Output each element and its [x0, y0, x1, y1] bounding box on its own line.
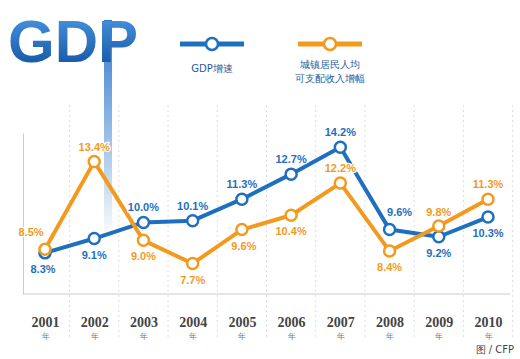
- x-tick: 2005年: [228, 294, 256, 341]
- data-label: 10.4%: [276, 225, 307, 237]
- legend-label: GDP增速: [191, 63, 232, 74]
- data-label: 11.3%: [227, 178, 258, 190]
- legend-label: 城镇居民人均可支配收入增幅: [295, 59, 365, 84]
- x-tick-label: 2004年: [179, 315, 207, 341]
- legend: GDP增速 城镇居民人均可支配收入增幅: [180, 38, 365, 84]
- data-labels: 8.3% 9.1% 10.0% 10.1% 11.3% 12.7% 14.2% 9.6% 9.2…: [18, 126, 503, 285]
- column-separator: [512, 105, 513, 340]
- data-label: 7.7%: [180, 274, 205, 286]
- data-label: 10.3%: [472, 227, 503, 239]
- data-label: 9.0%: [131, 250, 156, 262]
- point-marker: [384, 246, 395, 257]
- plot-area: [40, 142, 494, 269]
- point-marker: [236, 224, 247, 235]
- column-separator: [364, 105, 365, 340]
- point-marker: [335, 178, 346, 189]
- title: GDP: [8, 8, 138, 75]
- x-tick-label: 2010年: [475, 315, 503, 341]
- point-marker: [40, 244, 51, 255]
- data-label: 9.1%: [82, 249, 107, 261]
- x-tick: 2007年: [327, 294, 355, 341]
- x-tick-label: 2002年: [81, 315, 109, 341]
- data-label: 10.0%: [128, 201, 159, 213]
- point-marker: [236, 194, 247, 205]
- x-tick: 2008年: [376, 294, 404, 341]
- data-label: 10.1%: [177, 200, 208, 212]
- data-label: 9.6%: [387, 206, 412, 218]
- point-marker: [187, 258, 198, 269]
- annotation: 图 / CFP: [476, 344, 515, 355]
- legend-marker: [324, 38, 336, 50]
- x-tick-label: 2006年: [278, 315, 306, 341]
- column-separator: [463, 105, 464, 340]
- point-marker: [384, 224, 395, 235]
- data-label: 12.2%: [325, 162, 356, 174]
- point-marker: [187, 215, 198, 226]
- x-tick-label: 2009年: [425, 315, 453, 341]
- x-tick-label: 2003年: [130, 315, 158, 341]
- data-label: 14.2%: [325, 126, 356, 138]
- point-marker: [483, 212, 494, 223]
- data-label: 8.5%: [18, 226, 43, 238]
- point-marker: [483, 194, 494, 205]
- legend-item: 城镇居民人均可支配收入增幅: [295, 38, 365, 84]
- x-tick: 2010年: [475, 294, 503, 341]
- point-marker: [286, 169, 297, 180]
- data-label: 9.8%: [426, 206, 451, 218]
- column-separator: [69, 105, 70, 340]
- x-tick: 2001年: [32, 294, 60, 341]
- y-axis-line: [23, 134, 24, 295]
- y-axis: [23, 134, 24, 295]
- column-separator: [118, 105, 119, 340]
- x-tick: 2004年: [179, 294, 207, 341]
- point-marker: [433, 221, 444, 232]
- data-label: 11.3%: [473, 178, 504, 190]
- point-marker: [138, 235, 149, 246]
- chart: GDP2001年2002年2003年2004年2005年2006年2007年20…: [0, 0, 520, 359]
- x-axis: 2001年 2002年 2003年 2004年 2005年 2006年 2007年 2008年…: [23, 294, 510, 341]
- data-label: 13.4%: [79, 141, 110, 153]
- x-tick-label: 2007年: [327, 315, 355, 341]
- x-tick-label: 2001年: [32, 315, 60, 341]
- point-marker: [89, 233, 100, 244]
- column-separator: [414, 105, 415, 340]
- data-label: 9.6%: [231, 240, 256, 252]
- data-label: 8.3%: [30, 263, 55, 275]
- point-marker: [433, 231, 444, 242]
- x-axis-line: [23, 294, 510, 295]
- x-tick: 2003年: [130, 294, 158, 341]
- point-marker: [335, 142, 346, 153]
- column-separator: [217, 105, 218, 340]
- x-tick: 2002年: [81, 294, 109, 341]
- data-label: 12.7%: [276, 153, 307, 165]
- data-label: 9.2%: [426, 247, 451, 259]
- point-marker: [138, 217, 149, 228]
- point-marker: [286, 210, 297, 221]
- legend-marker: [206, 38, 218, 50]
- column-separator: [315, 105, 316, 340]
- x-tick: 2009年: [425, 294, 453, 341]
- data-label: 8.4%: [377, 261, 402, 273]
- legend-item: GDP增速: [180, 38, 244, 74]
- series-line: [45, 162, 488, 264]
- x-tick: 2006年: [278, 294, 306, 341]
- x-tick-label: 2008年: [376, 315, 404, 341]
- x-tick-label: 2005年: [228, 315, 256, 341]
- point-marker: [89, 156, 100, 167]
